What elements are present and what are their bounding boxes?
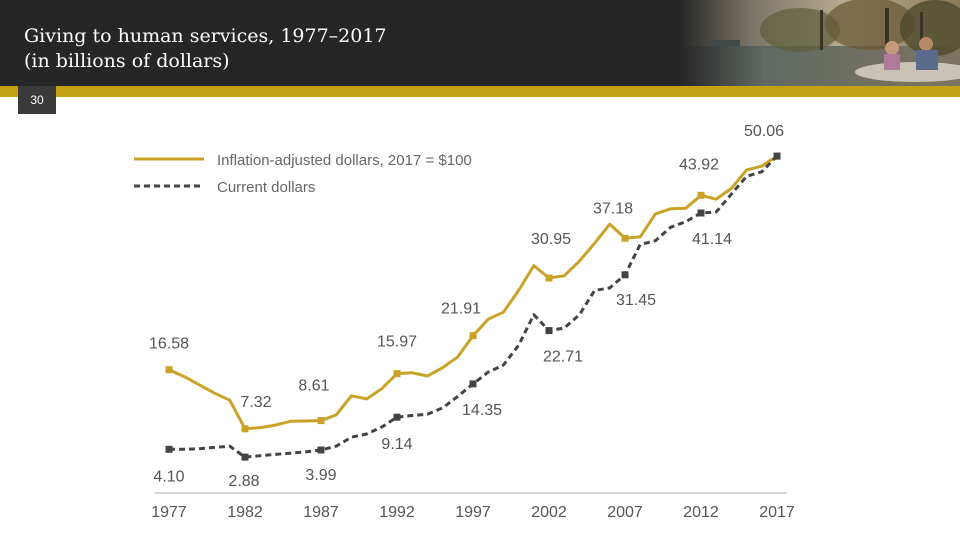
marker-inflation-1987: [317, 417, 325, 425]
data-label-current-1992: 9.14: [381, 436, 412, 453]
data-label-inflation-2017: 50.06: [744, 123, 784, 140]
legend-label-inflation: Inflation-adjusted dollars, 2017 = $100: [217, 152, 472, 169]
slide-title: Giving to human services, 1977–2017 (in …: [24, 24, 664, 74]
marker-inflation-2002: [545, 274, 553, 282]
marker-current-2002: [545, 327, 553, 335]
marker-inflation-1992: [393, 370, 401, 378]
page-number: 30: [18, 86, 56, 114]
x-tick-1982: 1982: [227, 504, 263, 521]
chart-legend: Inflation-adjusted dollars, 2017 = $100 …: [134, 152, 472, 196]
marker-current-2007: [621, 271, 629, 279]
marker-current-1982: [241, 453, 249, 461]
data-label-current-2002: 22.71: [543, 349, 583, 366]
x-tick-2017: 2017: [759, 504, 795, 521]
x-tick-2002: 2002: [531, 504, 567, 521]
title-line-1: Giving to human services, 1977–2017: [24, 25, 387, 47]
marker-current-1987: [317, 446, 325, 454]
data-label-current-1987: 3.99: [305, 467, 336, 484]
x-tick-1977: 1977: [151, 504, 187, 521]
x-tick-2007: 2007: [607, 504, 643, 521]
marker-current-1997: [469, 380, 477, 388]
x-tick-2012: 2012: [683, 504, 719, 521]
slide-header: Giving to human services, 1977–2017 (in …: [0, 0, 960, 86]
data-label-inflation-1997: 21.91: [441, 301, 481, 318]
series-line-inflation-adjusted: [168, 154, 778, 431]
marker-inflation-2007: [621, 234, 629, 242]
data-label-inflation-2002: 30.95: [531, 231, 571, 248]
data-label-inflation-2007: 37.18: [593, 200, 633, 217]
accent-bar: [0, 86, 960, 97]
title-line-2: (in billions of dollars): [24, 50, 230, 72]
data-label-current-2012: 41.14: [692, 231, 732, 248]
marker-current-1977: [165, 445, 173, 453]
marker-current-2017: [773, 152, 781, 160]
data-label-inflation-1977: 16.58: [149, 336, 189, 353]
marker-inflation-1997: [469, 332, 477, 340]
marker-inflation-1977: [165, 366, 173, 374]
data-label-current-2007: 31.45: [616, 292, 656, 309]
data-label-current-1977: 4.10: [153, 468, 184, 485]
data-label-inflation-1987: 8.61: [298, 378, 329, 395]
flood-rescue-photo: [680, 0, 960, 86]
data-label-current-1997: 14.35: [462, 402, 502, 419]
data-label-inflation-1992: 15.97: [377, 334, 417, 351]
marker-inflation-1982: [241, 425, 249, 433]
x-tick-1992: 1992: [379, 504, 415, 521]
marker-current-1992: [393, 413, 401, 421]
data-label-inflation-1982: 7.32: [240, 394, 271, 411]
marker-current-2012: [697, 209, 705, 217]
legend-label-current: Current dollars: [217, 179, 315, 196]
data-label-current-1982: 2.88: [228, 473, 259, 490]
x-tick-1997: 1997: [455, 504, 491, 521]
data-label-inflation-2012: 43.92: [679, 156, 719, 173]
marker-inflation-2012: [697, 191, 705, 199]
x-tick-1987: 1987: [303, 504, 339, 521]
